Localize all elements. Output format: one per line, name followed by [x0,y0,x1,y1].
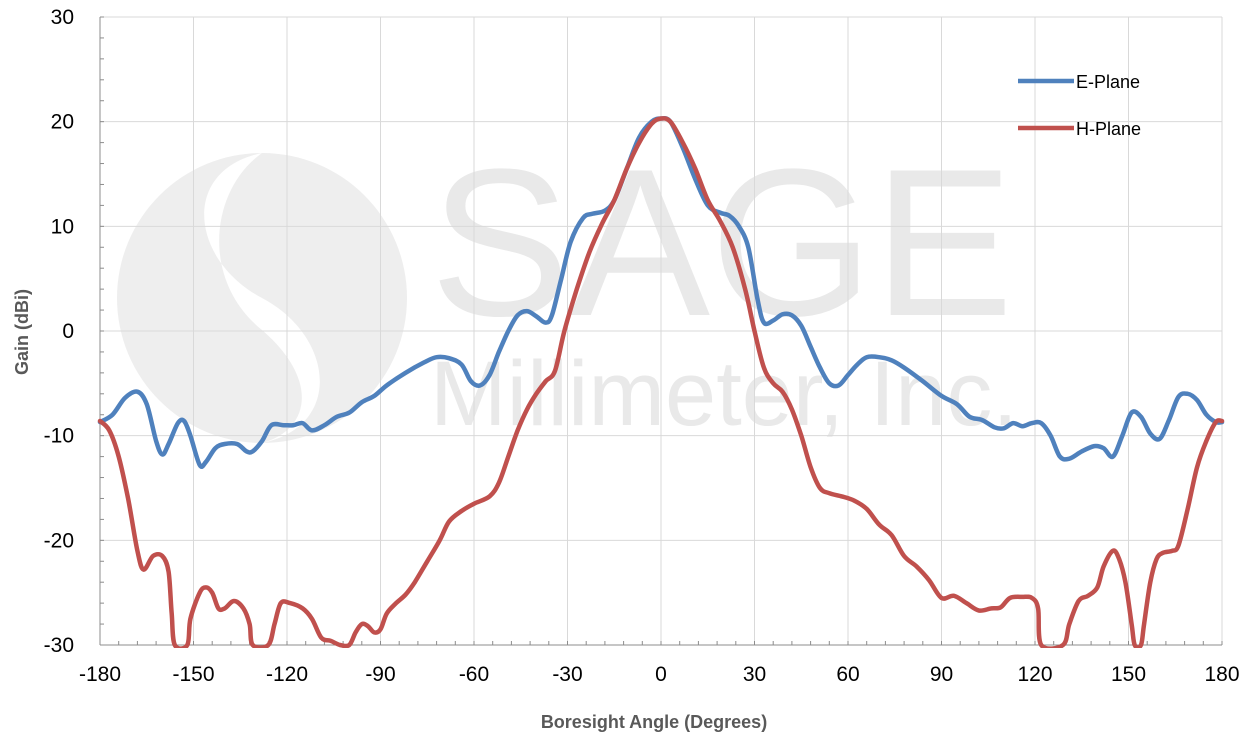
x-axis-title: Boresight Angle (Degrees) [541,712,767,732]
watermark: SAGE Millimeter, Inc. [117,125,1018,445]
legend-label-e-plane: E-Plane [1076,72,1140,92]
y-tick-label: 30 [51,6,74,29]
y-tick-label: -20 [44,529,74,552]
x-tick-label: -120 [266,663,308,686]
y-tick-label: 10 [51,215,74,238]
watermark-logo-swirl [204,153,320,443]
x-tick-label: -90 [365,663,395,686]
y-tick-label: -10 [44,425,74,448]
x-tick-label: 30 [743,663,766,686]
series-line-h-plane [97,116,1225,648]
x-tick-label: -180 [79,663,121,686]
y-tick-label: 0 [62,320,74,343]
x-tick-label: 0 [655,663,667,686]
x-tick-label: -30 [552,663,582,686]
x-tick-label: 150 [1111,663,1146,686]
x-tick-label: 90 [930,663,953,686]
x-tick-label: 60 [836,663,859,686]
x-tick-label: -60 [459,663,489,686]
axes: -180 -150 -120 -90 -60 -30 0 30 60 90 120 150 180 -30… [44,6,1240,686]
y-tick-label: 20 [51,111,74,134]
x-tick-label: 180 [1204,663,1239,686]
x-tick-label: -150 [172,663,214,686]
x-tick-label: 120 [1017,663,1052,686]
y-axis-title: Gain (dBi) [12,289,32,375]
watermark-subtitle: Millimeter, Inc. [430,343,1018,445]
grid [100,16,1223,645]
legend: E-Plane H-Plane [1018,72,1141,139]
series-layer [97,115,1225,648]
watermark-title: SAGE [430,125,1014,360]
y-tick-label: -30 [44,634,74,657]
legend-label-h-plane: H-Plane [1076,119,1141,139]
